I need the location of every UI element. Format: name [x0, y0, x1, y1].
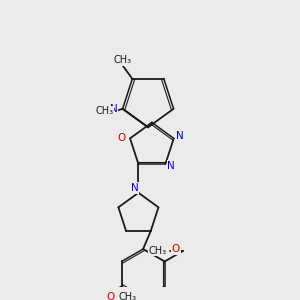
Text: CH₃: CH₃ [119, 292, 137, 300]
Text: CH₃: CH₃ [113, 55, 131, 65]
Text: N: N [110, 104, 118, 114]
Text: CH₃: CH₃ [148, 246, 166, 256]
Text: N: N [176, 131, 183, 142]
Text: O: O [106, 292, 115, 300]
Text: O: O [172, 244, 180, 254]
Text: CH₃: CH₃ [95, 106, 113, 116]
Text: N: N [167, 161, 175, 171]
Text: O: O [117, 134, 125, 143]
Text: N: N [131, 183, 139, 193]
